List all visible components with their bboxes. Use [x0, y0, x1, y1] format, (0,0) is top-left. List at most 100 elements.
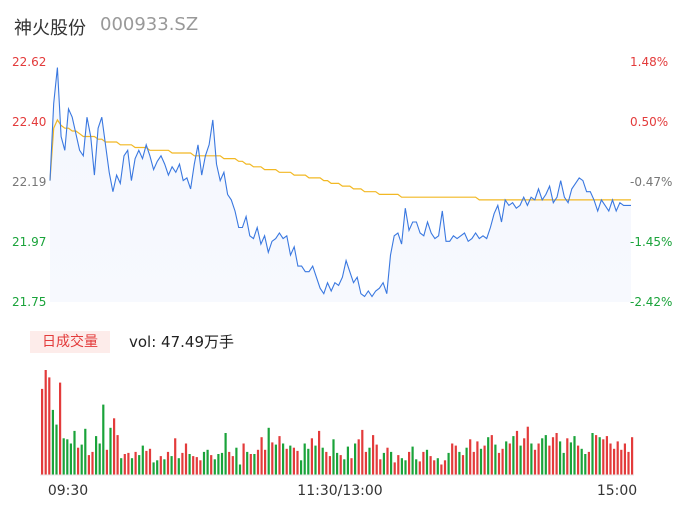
volume-bar — [548, 445, 551, 475]
volume-bar — [235, 447, 238, 475]
volume-bar — [296, 450, 299, 476]
volume-bar — [177, 458, 180, 475]
volume-bar — [393, 462, 396, 475]
volume-bar — [267, 427, 270, 476]
price-series — [49, 67, 631, 298]
volume-bar — [77, 447, 80, 475]
volume-bar — [461, 455, 465, 475]
volume-bar — [174, 438, 177, 476]
volume-bar — [483, 445, 486, 475]
volume-bar — [73, 430, 76, 475]
volume-bar — [472, 451, 475, 475]
volume-bar — [623, 443, 626, 475]
volume-bar — [361, 429, 364, 475]
volume-bar — [170, 456, 173, 475]
price-area-fill — [50, 67, 631, 302]
volume-bar — [364, 451, 367, 475]
volume-bar — [425, 449, 429, 475]
volume-bar — [48, 377, 51, 476]
volume-bar — [181, 452, 184, 475]
volume-bar — [443, 460, 447, 475]
volume-bar — [515, 430, 519, 475]
volume-bar — [102, 404, 105, 475]
volume-bar — [490, 435, 493, 475]
volume-bar — [105, 449, 108, 475]
price-tick-label: 22.19 — [12, 175, 46, 189]
volume-bar — [479, 448, 483, 476]
volume-bar — [202, 451, 206, 475]
volume-bar — [328, 456, 331, 475]
volume-bar — [318, 430, 321, 475]
volume-bar — [627, 451, 630, 475]
volume-bar — [213, 459, 216, 476]
volume-bar — [418, 461, 421, 476]
volume-bar — [41, 388, 44, 475]
volume-bar — [512, 436, 515, 475]
volume-bar — [217, 454, 220, 475]
volume-bar — [55, 424, 58, 475]
volume-bar — [314, 445, 317, 475]
price-tick-label: 22.62 — [12, 55, 46, 69]
volume-bar — [440, 464, 443, 475]
volume-bar — [303, 443, 306, 475]
volume-bar — [336, 452, 339, 475]
volume-bar — [231, 456, 234, 475]
volume-bar — [289, 445, 292, 475]
volume-bar — [390, 451, 393, 475]
volume-bar — [292, 447, 295, 475]
volume-bar — [602, 439, 605, 475]
percent-axis: 1.48% 0.50% -0.47% -1.45% -2.42% — [630, 55, 672, 309]
volume-bar — [569, 442, 572, 475]
volume-bar — [616, 441, 619, 475]
volume-bar — [577, 445, 580, 475]
percent-tick-label: 1.48% — [630, 55, 668, 69]
volume-bar — [325, 451, 328, 475]
volume-bar — [613, 448, 616, 476]
volume-bar — [404, 460, 407, 475]
volume-bar — [44, 370, 47, 475]
volume-bar — [537, 443, 540, 475]
volume-bar — [609, 443, 612, 475]
volume-bar — [469, 439, 472, 475]
volume-bar — [357, 439, 360, 475]
volume-bar — [145, 450, 148, 476]
volume-bar — [199, 460, 202, 475]
volume-bar — [587, 451, 590, 475]
volume-bar — [271, 442, 274, 475]
price-axis: 22.62 22.40 22.19 21.97 21.75 — [12, 55, 46, 309]
volume-bar — [350, 458, 353, 475]
volume-bar — [195, 457, 198, 475]
volume-text: vol: 47.49万手 — [129, 333, 234, 351]
volume-bar — [429, 456, 432, 475]
stock-name: 神火股份 — [14, 18, 86, 39]
volume-bar — [501, 448, 504, 476]
volume-bar — [282, 443, 285, 475]
volume-bar — [109, 427, 112, 476]
volume-bar — [84, 428, 87, 475]
volume-bar — [321, 447, 324, 475]
volume-bar — [422, 451, 425, 475]
volume-bar — [264, 449, 267, 475]
volume-bar — [113, 418, 116, 475]
volume-bar — [533, 449, 537, 475]
volume-bar — [580, 448, 583, 476]
volume-bar — [123, 454, 126, 475]
volume-bar — [51, 409, 54, 475]
volume-bar — [148, 448, 152, 476]
volume-bar — [159, 456, 162, 475]
volume-bar — [242, 443, 245, 475]
volume-bar — [598, 437, 601, 475]
volume-bar — [246, 451, 249, 475]
price-tick-label: 21.75 — [12, 295, 46, 309]
volume-bar — [386, 447, 389, 475]
volume-bar — [260, 437, 263, 475]
volume-bar — [408, 451, 411, 475]
volume-bar — [278, 436, 281, 475]
price-line — [49, 67, 631, 298]
volume-badge[interactable]: 日成交量 — [30, 331, 110, 353]
volume-bar — [343, 459, 346, 476]
volume-bar — [354, 443, 357, 475]
price-area — [50, 67, 631, 302]
volume-bar — [555, 433, 558, 475]
volume-bar — [584, 454, 587, 475]
